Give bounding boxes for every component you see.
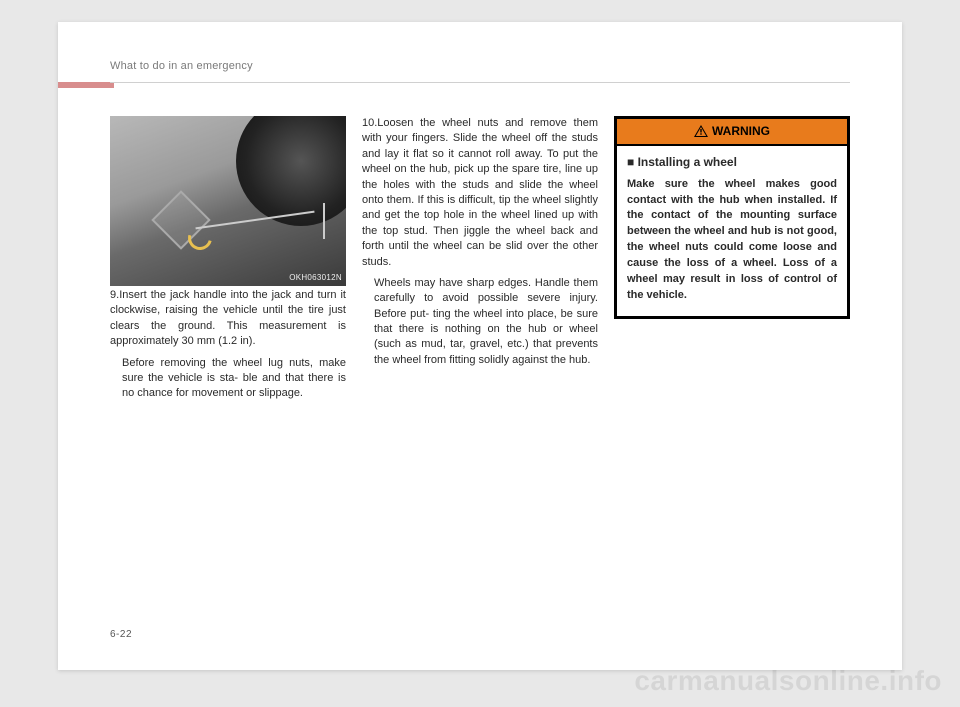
warning-header: WARNING — [617, 119, 847, 146]
step-number: 10. — [362, 117, 377, 129]
step-9-cont: Before removing the wheel lug nuts, make… — [122, 356, 346, 402]
jack-cross-handle — [323, 203, 325, 239]
step-text: Insert the jack handle into the jack and… — [110, 289, 346, 347]
watermark: carmanualsonline.info — [634, 665, 942, 697]
column-2: 10.Loosen the wheel nuts and remove them… — [362, 116, 598, 630]
header-rule — [110, 82, 850, 83]
section-title: What to do in an emergency — [110, 60, 850, 72]
step-text: Loosen the wheel nuts and remove them wi… — [362, 117, 598, 268]
step-9: 9.Insert the jack handle into the jack a… — [110, 288, 346, 350]
content-columns: OKH063012N 9.Insert the jack handle into… — [110, 116, 850, 630]
warning-box: WARNING ■ Installing a wheel Make sure t… — [614, 116, 850, 319]
figure-code: OKH063012N — [289, 272, 342, 283]
jack-figure: OKH063012N — [110, 116, 346, 286]
manual-page: What to do in an emergency OKH063012N 9.… — [58, 22, 902, 670]
page-number: 6-22 — [110, 629, 132, 640]
column-1: OKH063012N 9.Insert the jack handle into… — [110, 116, 346, 630]
warning-triangle-icon — [694, 125, 708, 137]
accent-bar — [58, 82, 114, 88]
step-10-cont: Wheels may have sharp edges. Handle them… — [374, 276, 598, 368]
column-3: WARNING ■ Installing a wheel Make sure t… — [614, 116, 850, 630]
warning-body: ■ Installing a wheel Make sure the wheel… — [617, 146, 847, 316]
page-header: What to do in an emergency — [110, 60, 850, 84]
tire-graphic — [236, 116, 346, 226]
step-number: 9. — [110, 289, 119, 301]
step-10: 10.Loosen the wheel nuts and remove them… — [362, 116, 598, 270]
warning-text: Make sure the wheel makes good contact w… — [627, 177, 837, 305]
warning-subheading: ■ Installing a wheel — [627, 154, 837, 171]
warning-label: WARNING — [712, 123, 770, 140]
jack-graphic — [140, 191, 230, 251]
